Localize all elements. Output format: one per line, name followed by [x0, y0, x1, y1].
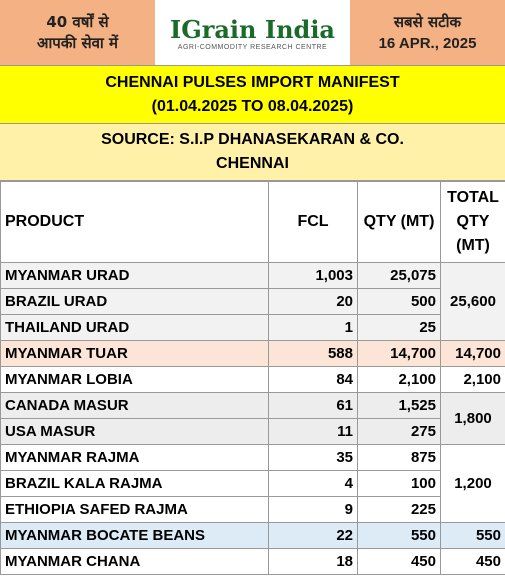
fcl-cell: 20 [268, 288, 358, 315]
total-cell: 450 [440, 548, 505, 575]
product-cell: MYANMAR TUAR [0, 340, 269, 367]
source-line: CHENNAI [216, 155, 289, 172]
column-header: PRODUCT [0, 181, 269, 263]
fcl-cell: 1,003 [268, 262, 358, 289]
table-row: MYANMAR CHANA 18 450 450 [0, 548, 505, 575]
header-right: सबसे सटीक 16 APR., 2025 [350, 0, 505, 65]
header-left-line: 40 वर्षों से [46, 12, 109, 31]
fcl-cell: 4 [268, 470, 358, 497]
product-cell: MYANMAR URAD [0, 262, 269, 289]
header: 40 वर्षों से आपकी सेवा में IGrain India … [0, 0, 505, 66]
table-row: MYANMAR LOBIA 84 2,100 2,100 [0, 366, 505, 393]
fcl-cell: 61 [268, 392, 358, 419]
qty-cell: 500 [357, 288, 441, 315]
qty-cell: 25 [357, 314, 441, 341]
total-cell: 1,800 [440, 392, 505, 445]
qty-cell: 1,525 [357, 392, 441, 419]
fcl-cell: 22 [268, 522, 358, 549]
source: SOURCE: S.I.P DHANASEKARAN & CO. CHENNAI [0, 124, 505, 181]
product-cell: MYANMAR BOCATE BEANS [0, 522, 269, 549]
product-cell: USA MASUR [0, 418, 269, 445]
header-date: 16 APR., 2025 [378, 34, 477, 52]
fcl-cell: 588 [268, 340, 358, 367]
total-cell: 1,200 [440, 444, 505, 523]
source-line: SOURCE: S.I.P DHANASEKARAN & CO. [101, 131, 404, 148]
column-header: QTY (MT) [357, 181, 441, 263]
fcl-cell: 9 [268, 496, 358, 523]
product-cell: THAILAND URAD [0, 314, 269, 341]
table-row: MYANMAR TUAR 588 14,700 14,700 [0, 340, 505, 367]
qty-cell: 2,100 [357, 366, 441, 393]
header-row: PRODUCT FCL QTY (MT) TOTAL QTY (MT) [0, 181, 505, 263]
product-cell: BRAZIL URAD [0, 288, 269, 315]
product-cell: ETHIOPIA SAFED RAJMA [0, 496, 269, 523]
header-right-tagline: सबसे सटीक [393, 12, 462, 31]
qty-cell: 100 [357, 470, 441, 497]
table-row: BRAZIL KALA RAJMA 4 100 [0, 470, 505, 497]
fcl-cell: 1 [268, 314, 358, 341]
fcl-cell: 11 [268, 418, 358, 445]
table-row: THAILAND URAD 1 25 [0, 314, 505, 341]
qty-cell: 450 [357, 548, 441, 575]
column-header: TOTAL QTY (MT) [440, 181, 505, 263]
qty-cell: 275 [357, 418, 441, 445]
product-cell: MYANMAR RAJMA [0, 444, 269, 471]
qty-cell: 25,075 [357, 262, 441, 289]
total-cell: 25,600 [440, 262, 505, 341]
product-cell: MYANMAR LOBIA [0, 366, 269, 393]
title: CHENNAI PULSES IMPORT MANIFEST (01.04.20… [0, 66, 505, 124]
total-cell: 14,700 [440, 340, 505, 367]
header-left-line: आपकी सेवा में [36, 33, 119, 52]
table-body: MYANMAR URAD 1,003 25,075 25,600 BRAZIL URAD… [0, 262, 505, 575]
logo-name: IGrain India [170, 14, 335, 44]
title-line: (01.04.2025 TO 08.04.2025) [151, 97, 354, 115]
table-row: CANADA MASUR 61 1,525 1,800 [0, 392, 505, 445]
fcl-cell: 18 [268, 548, 358, 575]
fcl-cell: 84 [268, 366, 358, 393]
total-cell: 550 [440, 522, 505, 549]
product-cell: BRAZIL KALA RAJMA [0, 470, 269, 497]
qty-cell: 225 [357, 496, 441, 523]
manifest-table: PRODUCT FCL QTY (MT) TOTAL QTY (MT) MYAN… [0, 181, 505, 575]
table-row: MYANMAR RAJMA 35 875 1,200 [0, 444, 505, 523]
qty-cell: 875 [357, 444, 441, 471]
product-cell: CANADA MASUR [0, 392, 269, 419]
table-row: USA MASUR 11 275 [0, 418, 505, 445]
logo: IGrain India AGRI-COMMODITY RESEARCH CEN… [155, 0, 350, 65]
header-left: 40 वर्षों से आपकी सेवा में [0, 0, 155, 65]
qty-cell: 550 [357, 522, 441, 549]
column-header: FCL [268, 181, 358, 263]
table-row: BRAZIL URAD 20 500 [0, 288, 505, 315]
table-row: ETHIOPIA SAFED RAJMA 9 225 [0, 496, 505, 523]
fcl-cell: 35 [268, 444, 358, 471]
product-cell: MYANMAR CHANA [0, 548, 269, 575]
title-line: CHENNAI PULSES IMPORT MANIFEST [105, 73, 400, 91]
table-row: MYANMAR BOCATE BEANS 22 550 550 [0, 522, 505, 549]
qty-cell: 14,700 [357, 340, 441, 367]
table-row: MYANMAR URAD 1,003 25,075 25,600 [0, 262, 505, 341]
logo-tagline: AGRI-COMMODITY RESEARCH CENTRE [177, 43, 328, 51]
total-cell: 2,100 [440, 366, 505, 393]
